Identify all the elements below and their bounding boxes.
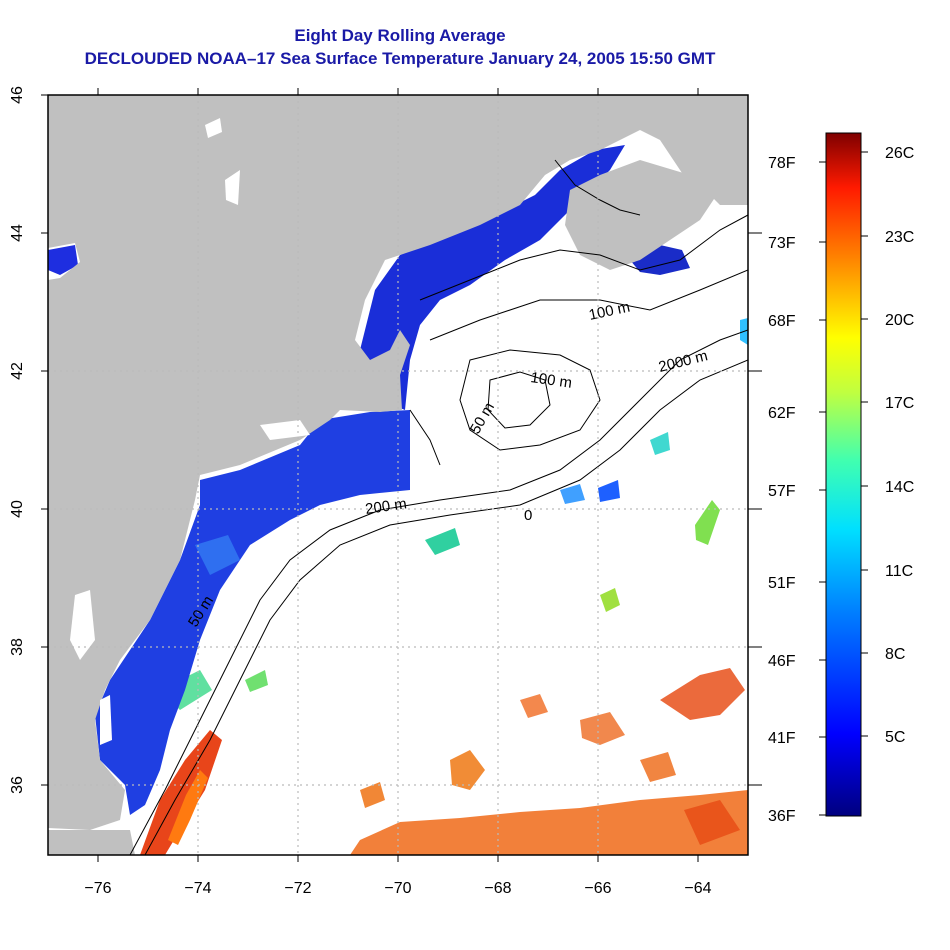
y-tick-label: 44 <box>9 224 26 242</box>
fahrenheit-label: 41F <box>768 730 796 747</box>
colorbar-ticks <box>819 151 868 816</box>
fahrenheit-label: 78F <box>768 155 796 172</box>
x-tick-label: −70 <box>384 880 411 897</box>
colorbar <box>825 132 862 817</box>
x-tick-label: −64 <box>684 880 711 897</box>
colorbar-celsius-label: 11C <box>885 563 913 580</box>
colorbar-celsius-label: 14C <box>885 479 914 496</box>
x-tick-label: −68 <box>484 880 511 897</box>
x-tick-label: −72 <box>284 880 311 897</box>
x-tick-label: −74 <box>184 880 211 897</box>
bathymetry-contours <box>129 159 748 855</box>
fahrenheit-label: 68F <box>768 313 796 330</box>
map-title-line-2: DECLOUDED NOAA–17 Sea Surface Temperatur… <box>84 49 716 68</box>
y-tick-label: 42 <box>9 362 26 380</box>
colorbar-celsius-label: 17C <box>885 395 914 412</box>
x-axis <box>97 88 699 862</box>
lat-lon-grid <box>48 95 748 855</box>
colorbar-celsius-label: 8C <box>885 646 905 663</box>
contour-label: 100 m <box>529 369 573 392</box>
colorbar-celsius-label: 5C <box>885 729 905 746</box>
y-tick-label: 38 <box>9 638 26 656</box>
y-tick-label: 46 <box>9 86 26 104</box>
x-tick-label: −66 <box>584 880 611 897</box>
fahrenheit-label: 57F <box>768 483 796 500</box>
fahrenheit-label: 46F <box>768 653 796 670</box>
y-axis <box>41 94 762 786</box>
inland-water <box>70 118 310 745</box>
colorbar-celsius-label: 20C <box>885 312 914 329</box>
y-tick-label: 36 <box>9 776 26 794</box>
contour-label: 0 <box>524 507 532 524</box>
land-mass <box>48 95 748 855</box>
colorbar-celsius-label: 26C <box>885 145 914 162</box>
y-tick-label: 40 <box>9 500 26 518</box>
intermediate-water-patches <box>160 318 748 710</box>
fahrenheit-label: 62F <box>768 405 796 422</box>
fahrenheit-label: 36F <box>768 808 796 825</box>
colorbar-celsius-label: 23C <box>885 229 914 246</box>
map-title-line-1: Eight Day Rolling Average <box>294 26 506 45</box>
cold-water-region <box>48 145 690 815</box>
x-tick-label: −76 <box>84 880 111 897</box>
fahrenheit-label: 51F <box>768 575 796 592</box>
contour-label: 200 m <box>364 495 408 518</box>
fahrenheit-label: 73F <box>768 235 796 252</box>
warm-water-region <box>140 668 748 855</box>
